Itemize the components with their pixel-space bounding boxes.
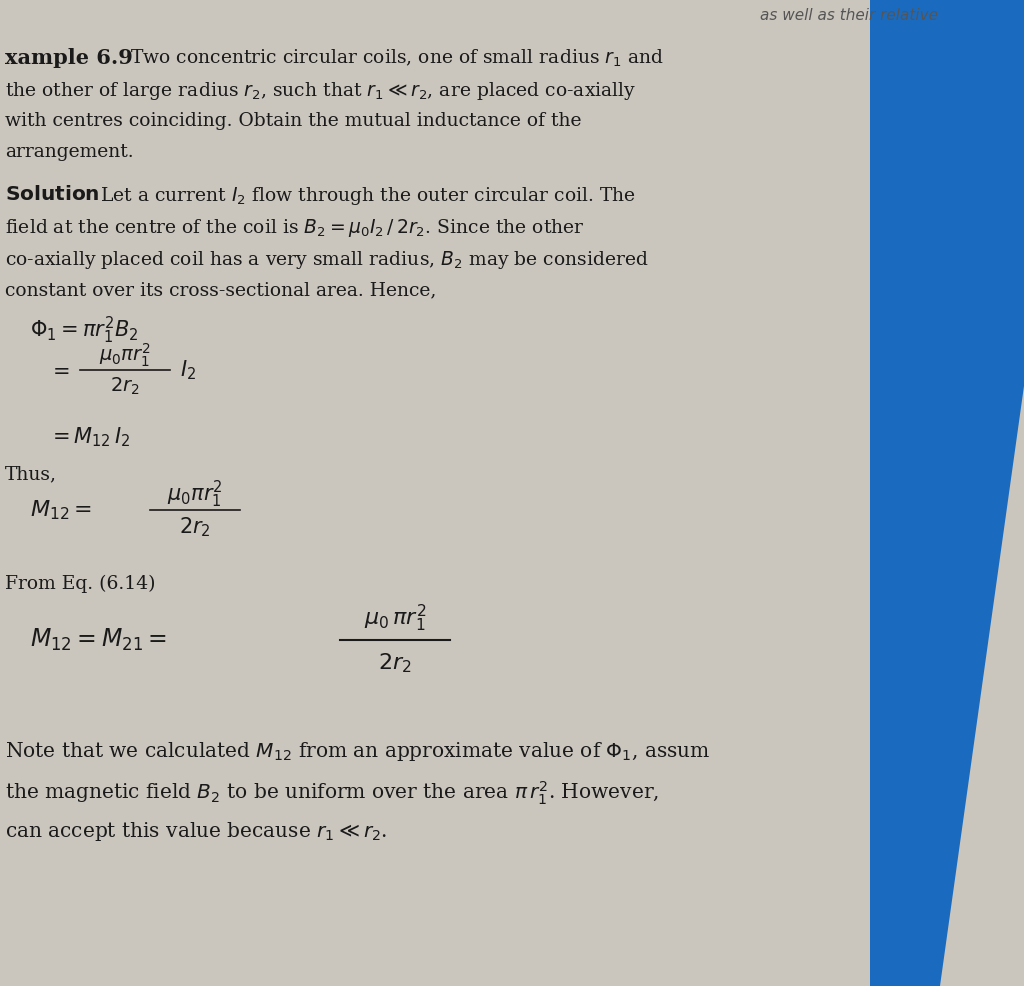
Text: the other of large radius $r_2$, such that $r_1 \ll r_2$, are placed co-axially: the other of large radius $r_2$, such th… [5, 80, 637, 102]
Text: $M_{12} =$: $M_{12} =$ [30, 498, 92, 522]
Text: Two concentric circular coils, one of small radius $r_1$ and: Two concentric circular coils, one of sm… [130, 48, 664, 69]
Text: From Eq. (6.14): From Eq. (6.14) [5, 575, 156, 594]
Text: $M_{12} = M_{21} =$: $M_{12} = M_{21} =$ [30, 627, 167, 653]
Text: with centres coinciding. Obtain the mutual inductance of the: with centres coinciding. Obtain the mutu… [5, 112, 582, 130]
Text: $I_2$: $I_2$ [180, 358, 196, 382]
Text: $\mu_0\, \pi r_1^2$: $\mu_0\, \pi r_1^2$ [364, 602, 426, 634]
Text: arrangement.: arrangement. [5, 143, 133, 161]
Text: $=$: $=$ [48, 361, 70, 380]
Text: co-axially placed coil has a very small radius, $B_2$ may be considered: co-axially placed coil has a very small … [5, 249, 649, 271]
Text: $= M_{12}\, I_2$: $= M_{12}\, I_2$ [48, 425, 130, 449]
Text: $2r_2$: $2r_2$ [179, 516, 211, 538]
Text: $\Phi_1 = \pi r_1^2 B_2$: $\Phi_1 = \pi r_1^2 B_2$ [30, 315, 138, 346]
Text: Let a current $I_2$ flow through the outer circular coil. The: Let a current $I_2$ flow through the out… [100, 185, 636, 207]
Text: $2r_2$: $2r_2$ [111, 376, 140, 396]
Text: as well as their relative: as well as their relative [760, 8, 938, 23]
Text: Note that we calculated $M_{12}$ from an approximate value of $\Phi_1$, assum: Note that we calculated $M_{12}$ from an… [5, 740, 711, 763]
Text: $2r_2$: $2r_2$ [378, 651, 412, 674]
Text: $\mathbf{Solution}$: $\mathbf{Solution}$ [5, 185, 99, 204]
Text: $\mu_0 \pi r_1^2$: $\mu_0 \pi r_1^2$ [167, 478, 223, 510]
Text: can accept this value because $r_1 \ll r_2$.: can accept this value because $r_1 \ll r… [5, 820, 387, 843]
Text: the magnetic field $B_2$ to be uniform over the area $\pi\, r_1^2$. However,: the magnetic field $B_2$ to be uniform o… [5, 780, 659, 808]
Text: constant over its cross-sectional area. Hence,: constant over its cross-sectional area. … [5, 281, 436, 299]
Text: $\mu_0 \pi r_1^2$: $\mu_0 \pi r_1^2$ [99, 341, 151, 369]
Text: Thus,: Thus, [5, 465, 57, 483]
Text: xample 6.9: xample 6.9 [5, 48, 133, 68]
Polygon shape [870, 0, 1024, 986]
Text: field at the centre of the coil is $B_2 = \mu_0 I_2\,/\,2r_2$. Since the other: field at the centre of the coil is $B_2 … [5, 217, 585, 239]
